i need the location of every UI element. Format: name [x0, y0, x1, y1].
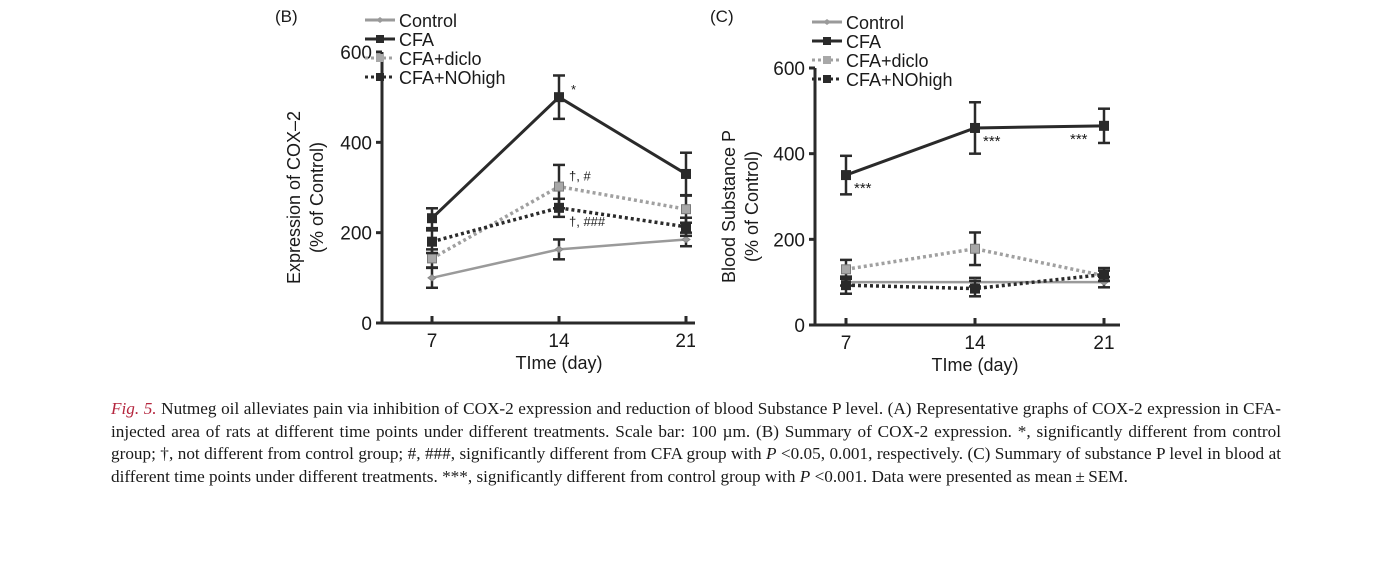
data-point	[841, 280, 851, 291]
figure-reference: Fig. 5.	[111, 399, 157, 418]
legend-item: CFA+diclo	[812, 51, 929, 71]
caption-text-3: <0.001. Data were presented as mean ± SE…	[810, 466, 1128, 486]
data-point	[554, 181, 564, 192]
x-axis-label: TIme (day)	[515, 353, 602, 373]
data-point	[681, 204, 691, 215]
series-cfa-diclo	[840, 231, 1110, 283]
data-point	[554, 92, 564, 103]
caption-p-symbol-2: P	[799, 466, 811, 486]
legend-item: CFA	[812, 32, 881, 52]
data-point	[554, 245, 564, 254]
legend-marker	[823, 75, 831, 83]
significance-annotation: †, ###	[569, 214, 606, 229]
y-tick-label: 600	[773, 59, 805, 80]
data-point	[427, 253, 437, 264]
legend-item: CFA	[365, 30, 434, 50]
legend-marker	[823, 19, 831, 25]
data-point	[841, 170, 851, 181]
data-point	[427, 274, 437, 282]
caption-text-1: Nutmeg oil alleviates pain via inhibitio…	[111, 399, 1281, 464]
y-axis-label: Blood Substance P	[719, 130, 739, 283]
data-point	[427, 236, 437, 247]
legend-item: CFA+diclo	[365, 49, 482, 69]
data-point	[970, 283, 980, 294]
legend-marker	[823, 56, 831, 64]
x-tick-label: 7	[427, 331, 438, 352]
significance-annotation: ***	[983, 133, 1001, 150]
panel-label: (B)	[275, 7, 298, 26]
data-point	[970, 243, 980, 254]
significance-annotation: ***	[854, 180, 872, 197]
legend-label: CFA+diclo	[846, 51, 929, 71]
data-point	[1099, 120, 1109, 131]
chart-b: (B) 0 200 400 600 7 14 21 TIme (day) Expression o…	[275, 7, 695, 373]
legend-label: CFA+NOhigh	[399, 68, 506, 88]
data-point	[970, 122, 980, 133]
legend-marker	[376, 35, 384, 43]
data-point	[681, 221, 691, 232]
legend-marker	[823, 37, 831, 45]
y-tick-label: 0	[361, 314, 372, 335]
data-point	[681, 168, 691, 179]
legend-label: CFA+diclo	[399, 49, 482, 69]
legend-marker	[376, 17, 384, 23]
y-tick-label: 400	[773, 145, 805, 166]
panel-label: (C)	[710, 7, 734, 26]
data-point	[841, 264, 851, 275]
legend-marker	[376, 54, 384, 62]
significance-annotation: ***	[1070, 131, 1088, 148]
series-line	[845, 272, 1105, 291]
series-line	[845, 246, 1105, 278]
x-tick-label: 7	[841, 333, 852, 354]
legend-item: Control	[365, 11, 457, 31]
data-point	[427, 213, 437, 224]
caption-text-2: <0.05, 0.001, respectively. (C) Summary …	[111, 444, 1281, 486]
legend-label: CFA	[846, 32, 881, 52]
series-line	[431, 206, 687, 244]
chart-c: (C) 0 200 400 600 7 14 21 TIme (day) Blood Substa…	[710, 7, 1120, 375]
legend-marker	[376, 73, 384, 81]
y-axis-label-units: (% of Control)	[742, 151, 762, 262]
x-tick-label: 21	[675, 331, 695, 352]
x-tick-label: 14	[548, 331, 570, 352]
legend-label: Control	[846, 13, 904, 33]
legend-item: Control	[812, 13, 904, 33]
significance-annotation: †, #	[569, 169, 591, 184]
y-tick-label: 400	[340, 133, 372, 154]
data-point	[1099, 269, 1109, 280]
y-tick-label: 600	[340, 43, 372, 64]
figure-caption: Fig. 5. Nutmeg oil alleviates pain via i…	[111, 398, 1281, 488]
y-tick-label: 200	[340, 224, 372, 245]
legend-label: Control	[399, 11, 457, 31]
y-axis-label-units: (% of Control)	[307, 142, 327, 253]
series-cfa	[840, 101, 1110, 196]
legend-label: CFA+NOhigh	[846, 70, 953, 90]
data-point	[554, 202, 564, 213]
x-tick-label: 14	[964, 333, 986, 354]
series-cfa-nohigh	[426, 197, 692, 255]
x-tick-label: 21	[1093, 333, 1114, 354]
y-tick-label: 0	[794, 316, 805, 337]
legend-item: CFA+NOhigh	[365, 68, 506, 88]
significance-annotation: *	[571, 82, 576, 97]
x-axis-label: TIme (day)	[931, 355, 1018, 375]
series-cfa-nohigh	[840, 266, 1110, 298]
y-axis-label: Expression of COX–2	[284, 111, 304, 284]
caption-p-symbol-1: P	[766, 444, 777, 464]
legend-item: CFA+NOhigh	[812, 70, 953, 90]
legend-label: CFA	[399, 30, 434, 50]
data-point	[681, 235, 691, 244]
y-tick-label: 200	[773, 230, 805, 251]
